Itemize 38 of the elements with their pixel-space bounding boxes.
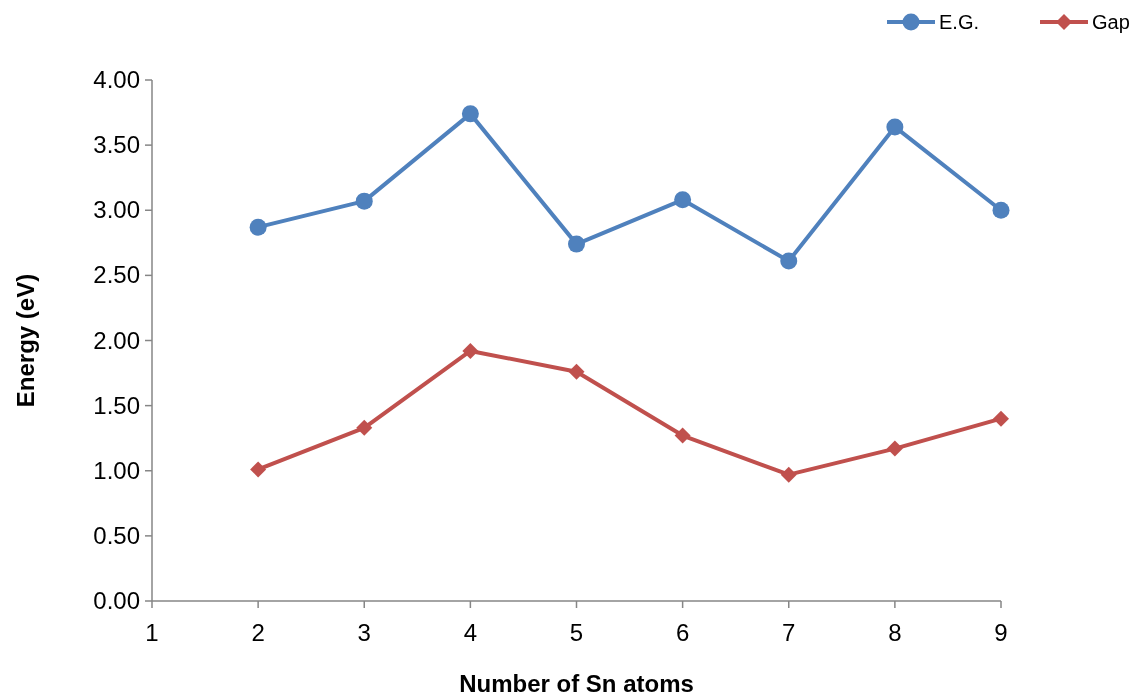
x-tick-label: 7	[782, 619, 796, 646]
point	[355, 192, 373, 210]
legend-label: Gap	[1092, 11, 1130, 33]
x-tick-label: 9	[994, 619, 1008, 646]
y-tick-label: 0.00	[93, 587, 140, 614]
x-tick-label: 2	[251, 619, 265, 646]
x-tick-label: 4	[463, 619, 478, 646]
y-tick-label: 4.00	[93, 66, 140, 93]
x-tick-label: 8	[888, 619, 902, 646]
x-tick-label: 1	[145, 619, 159, 646]
x-tick-label: 5	[569, 619, 584, 646]
y-tick-label: 3.00	[93, 196, 140, 224]
point	[780, 466, 797, 483]
y-tick-label: 1.50	[93, 391, 140, 419]
point	[674, 427, 691, 444]
y-tick-label: 1.00	[93, 456, 140, 484]
point	[249, 218, 267, 236]
point	[250, 461, 267, 478]
point	[780, 252, 798, 270]
point	[461, 105, 479, 123]
point	[992, 201, 1010, 219]
point	[568, 235, 585, 253]
y-axis-title: Energy (eV)	[12, 273, 39, 408]
point	[993, 410, 1009, 427]
point	[674, 191, 692, 209]
y-tick-label: 0.50	[93, 521, 140, 549]
x-tick-label: 3	[357, 619, 371, 646]
y-tick-label: 2.50	[93, 261, 140, 289]
x-tick-label: 6	[675, 619, 690, 646]
y-tick-label: 2.00	[93, 326, 140, 354]
legend-label: E.G.	[939, 11, 980, 33]
point	[462, 342, 479, 359]
point	[886, 440, 903, 457]
point	[568, 363, 585, 380]
point	[886, 118, 904, 136]
point	[356, 419, 373, 436]
x-axis-title: Number of Sn atoms	[459, 670, 694, 697]
y-tick-label: 3.50	[93, 131, 140, 159]
